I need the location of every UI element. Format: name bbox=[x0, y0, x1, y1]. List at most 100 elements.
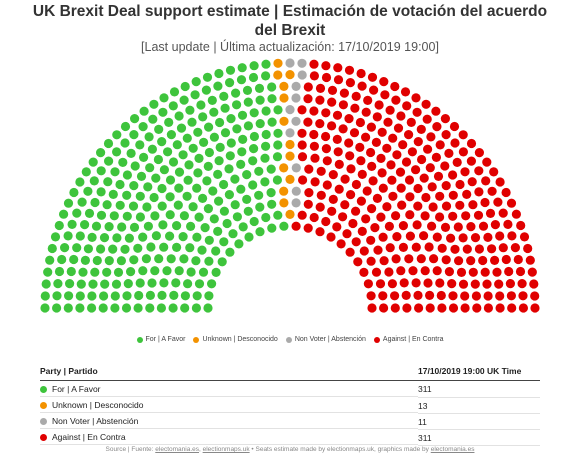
seat-for bbox=[185, 243, 195, 253]
seat-for bbox=[88, 279, 98, 289]
seat-against bbox=[404, 175, 415, 185]
seat-count: 311 bbox=[418, 429, 540, 446]
seat-for bbox=[186, 221, 196, 231]
seat-for bbox=[261, 71, 271, 81]
header-value: 17/10/2019 19:00 UK Time bbox=[418, 363, 540, 381]
legend-item-against[interactable]: Against | En Contra bbox=[373, 336, 443, 343]
seat-against bbox=[432, 122, 442, 132]
seat-against bbox=[506, 291, 516, 301]
seat-for bbox=[191, 256, 201, 266]
seat-for bbox=[153, 154, 163, 165]
seat-for bbox=[209, 214, 219, 224]
source-link-electionmaps[interactable]: electionmaps.uk bbox=[202, 446, 250, 453]
party-cell: Non Voter | Abstención bbox=[40, 413, 418, 429]
seat-for bbox=[159, 93, 169, 103]
legend-item-unknown[interactable]: Unknown | Desconocido bbox=[193, 336, 278, 343]
seat-against bbox=[495, 291, 505, 301]
seat-for bbox=[188, 143, 198, 153]
seat-for bbox=[225, 78, 235, 88]
seat-for bbox=[168, 157, 179, 167]
seat-against bbox=[316, 166, 326, 176]
seat-against bbox=[333, 147, 343, 157]
seat-against bbox=[448, 190, 458, 200]
seat-for bbox=[178, 232, 188, 242]
seat-for bbox=[228, 229, 238, 239]
seat-for bbox=[204, 147, 214, 158]
seat-against bbox=[382, 202, 392, 212]
seat-against bbox=[398, 140, 408, 150]
seat-against bbox=[405, 192, 415, 202]
seat-for bbox=[173, 200, 183, 210]
seat-for bbox=[115, 179, 125, 190]
seat-non-voter bbox=[291, 163, 301, 173]
seat-against bbox=[487, 244, 497, 254]
seat-against bbox=[367, 161, 377, 171]
seat-for bbox=[192, 183, 202, 193]
seat-for bbox=[99, 291, 109, 301]
seat-for bbox=[174, 183, 184, 193]
seat-against bbox=[474, 148, 484, 158]
seat-for bbox=[102, 267, 112, 277]
seat-for bbox=[115, 200, 125, 210]
table-row: Unknown | Desconocido 13 bbox=[40, 397, 540, 414]
seat-against bbox=[353, 257, 363, 267]
seat-for bbox=[135, 191, 145, 201]
seat-against bbox=[516, 220, 526, 231]
seat-for bbox=[45, 255, 55, 265]
seat-against bbox=[478, 221, 489, 231]
seat-against bbox=[322, 156, 332, 166]
seat-for bbox=[248, 156, 258, 166]
seat-against bbox=[406, 117, 416, 127]
seat-for bbox=[261, 129, 271, 140]
seat-for bbox=[151, 173, 161, 183]
seat-for bbox=[52, 291, 62, 301]
seat-for bbox=[208, 186, 218, 196]
seat-for bbox=[154, 254, 164, 264]
legend-swatch-unknown bbox=[193, 336, 200, 343]
seat-against bbox=[372, 112, 382, 122]
seat-for bbox=[165, 175, 176, 185]
seat-against bbox=[356, 196, 366, 206]
seat-against bbox=[525, 255, 535, 265]
seat-for bbox=[273, 140, 283, 150]
party-dot-for bbox=[40, 385, 47, 393]
seat-non-voter bbox=[285, 128, 295, 138]
seat-for bbox=[219, 237, 229, 247]
seat-for bbox=[113, 267, 124, 277]
seat-for bbox=[172, 221, 182, 231]
seat-against bbox=[304, 164, 314, 174]
legend-item-for[interactable]: For | A Favor bbox=[136, 336, 185, 343]
seat-for bbox=[78, 267, 88, 277]
seat-against bbox=[411, 165, 421, 175]
seat-against bbox=[466, 256, 476, 266]
seat-for bbox=[236, 75, 247, 85]
table-row: Against | En Contra 311 bbox=[40, 429, 540, 446]
graphics-link-electomania[interactable]: electomania.es bbox=[430, 446, 475, 453]
seat-against bbox=[453, 222, 463, 232]
seat-for bbox=[273, 210, 283, 220]
seat-for bbox=[120, 121, 131, 132]
seat-for bbox=[267, 117, 277, 127]
seat-against bbox=[421, 192, 431, 203]
seat-for bbox=[279, 221, 289, 231]
seat-against bbox=[355, 142, 365, 152]
seat-against bbox=[297, 210, 307, 220]
seat-against bbox=[327, 206, 337, 216]
seat-against bbox=[489, 167, 499, 177]
seat-for bbox=[124, 233, 134, 243]
seat-non-voter bbox=[297, 70, 307, 80]
seat-against bbox=[446, 233, 456, 243]
seat-against bbox=[390, 291, 400, 301]
seat-count: 11 bbox=[418, 413, 540, 430]
seat-for bbox=[183, 175, 193, 185]
seat-for bbox=[214, 196, 224, 206]
seat-for bbox=[88, 157, 98, 167]
seat-for bbox=[215, 117, 225, 128]
seat-against bbox=[303, 199, 313, 209]
seat-for bbox=[120, 138, 130, 148]
seat-against bbox=[407, 147, 417, 157]
seat-against bbox=[433, 171, 444, 181]
legend-item-non-voter[interactable]: Non Voter | Abstención bbox=[285, 336, 366, 343]
seat-against bbox=[355, 117, 365, 128]
source-link-electomania[interactable]: electomania.es bbox=[155, 446, 199, 453]
